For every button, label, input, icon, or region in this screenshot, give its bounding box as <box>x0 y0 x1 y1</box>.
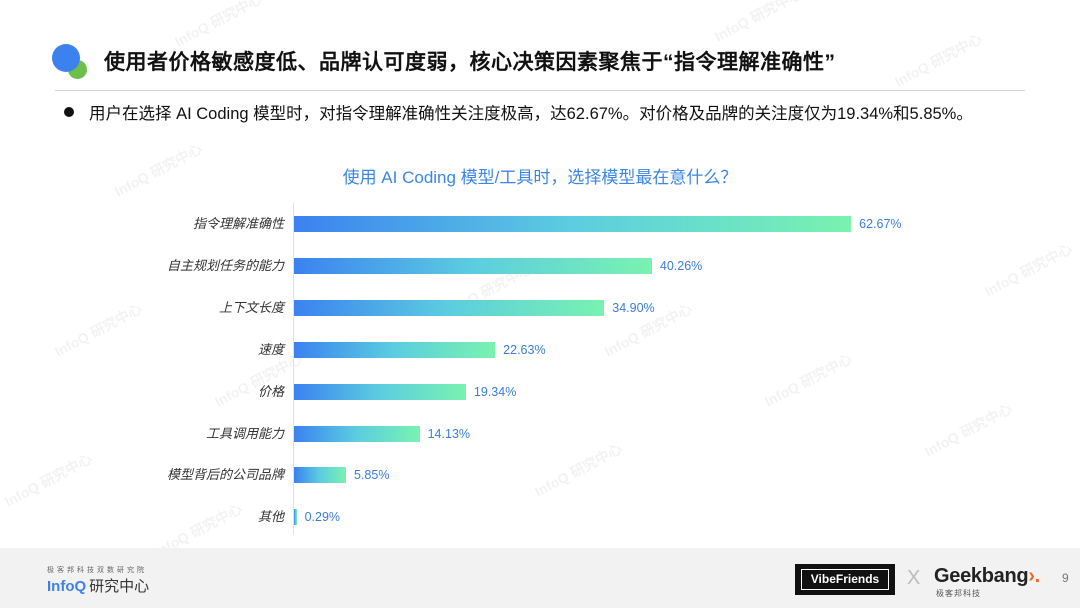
page-number: 9 <box>1062 571 1069 585</box>
bar-value-label: 14.13% <box>427 426 471 441</box>
bar-category-label: 指令理解准确性 <box>192 216 284 231</box>
watermark: InfoQ 研究中心 <box>891 30 985 90</box>
chevron-right-icon: ›. <box>1028 565 1040 587</box>
chart-bar-row: 上下文长度 34.90% <box>0 298 1080 318</box>
chart-bar-row: 工具调用能力 14.13% <box>0 424 1080 444</box>
bar <box>294 216 852 232</box>
chart-bar-row: 模型背后的公司品牌 5.85% <box>0 465 1080 485</box>
header-dots-icon <box>52 44 92 80</box>
geekbang-subtitle: 极客邦科技 <box>936 589 981 598</box>
bar-value-label: 19.34% <box>473 384 517 399</box>
bar-category-label: 工具调用能力 <box>205 425 284 441</box>
summary-text: 用户在选择 AI Coding 模型时，对指令理解准确性关注度极高，达62.67… <box>89 105 973 123</box>
bar-category-label: 价格 <box>257 383 284 399</box>
cross-icon: X <box>907 567 921 589</box>
bar-value-label: 22.63% <box>503 342 546 357</box>
bar <box>294 257 652 274</box>
infoq-subtitle: 极客邦科技双数研究院 <box>47 567 147 574</box>
bar <box>294 299 605 316</box>
page-title: 使用者价格敏感度低、品牌认可度弱，核心决策因素聚焦于“指令理解准确性” <box>104 51 836 74</box>
bullet-icon <box>64 107 74 117</box>
bar-value-label: 0.29% <box>304 510 341 525</box>
vibefriends-text: VibeFriends <box>801 569 889 590</box>
watermark: InfoQ 研究中心 <box>171 0 265 50</box>
bar <box>294 509 297 526</box>
chart-y-axis <box>293 203 294 535</box>
vibefriends-logo: VibeFriends <box>795 564 895 595</box>
bar <box>294 467 346 484</box>
chart-bar-row: 指令理解准确性 62.67% <box>0 214 1080 234</box>
bar-value-label: 34.90% <box>612 300 655 315</box>
chart-bar-row: 价格 19.34% <box>0 382 1080 402</box>
geekbang-text: Geekbang <box>934 565 1029 587</box>
blue-dot-icon <box>52 44 80 72</box>
chart-bar-row: 其他 0.29% <box>0 507 1080 527</box>
chart-title: 使用 AI Coding 模型/工具时，选择模型最在意什么？ <box>342 168 738 187</box>
bar <box>294 383 466 400</box>
bar-category-label: 自主规划任务的能力 <box>166 257 284 273</box>
title-divider <box>55 90 1025 91</box>
chart-bar-row: 速度 22.63% <box>0 340 1080 360</box>
bar-value-label: 40.26% <box>659 258 703 273</box>
geekbang-logo: Geekbang›. <box>934 565 1040 588</box>
bar-value-label: 5.85% <box>354 468 390 483</box>
infoq-brand-zh: 研究中心 <box>89 578 150 595</box>
bar-category-label: 模型背后的公司品牌 <box>166 467 284 483</box>
bar <box>294 341 496 358</box>
footer-bar <box>0 548 1080 608</box>
bar-category-label: 其他 <box>257 509 284 525</box>
bar-value-label: 62.67% <box>859 217 902 231</box>
bar-category-label: 速度 <box>257 341 284 357</box>
infoq-logo: InfoQ 研究中心 <box>47 575 149 596</box>
bar-category-label: 上下文长度 <box>218 299 284 315</box>
bar <box>294 425 420 442</box>
chart-bar-row: 自主规划任务的能力 40.26% <box>0 256 1080 276</box>
watermark: InfoQ 研究中心 <box>711 0 805 45</box>
infoq-brand: InfoQ <box>47 578 87 595</box>
